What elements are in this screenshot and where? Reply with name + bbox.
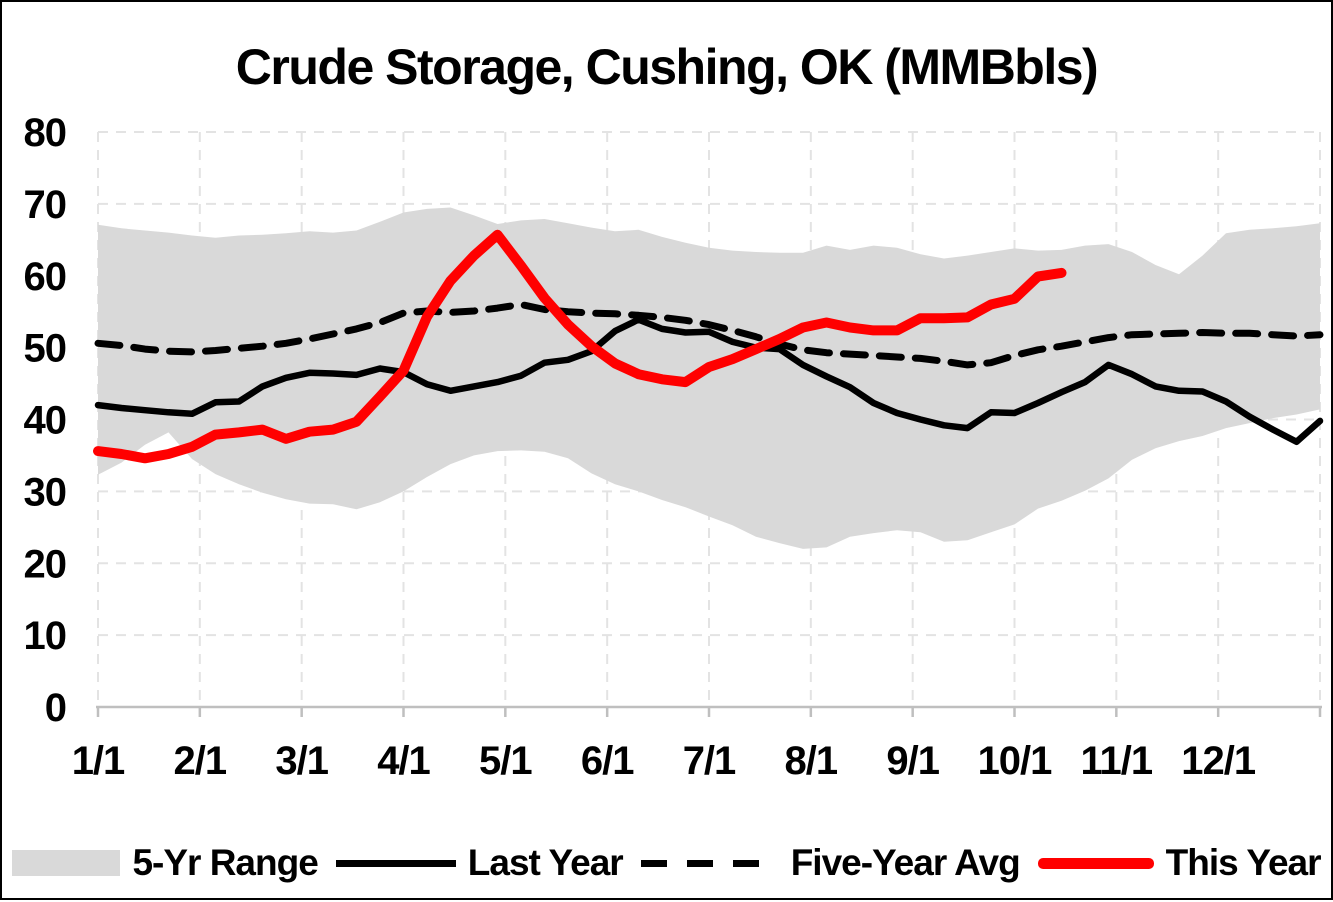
x-tick-label-6-1: 6/1	[581, 739, 634, 783]
chart-title: Crude Storage, Cushing, OK (MMBbls)	[235, 39, 1099, 95]
x-tick-label-11-1: 11/1	[1081, 739, 1153, 783]
solid-line-swatch-icon	[335, 859, 456, 867]
x-tick-label-7-1: 7/1	[683, 739, 736, 783]
legend-label-this-year: This Year	[1165, 842, 1322, 883]
last-year-line	[94, 316, 1324, 446]
y-tick-label-0: 0	[45, 686, 66, 730]
x-tick-label-2-1: 2/1	[174, 739, 227, 783]
legend-label-last-year: Last Year	[467, 842, 624, 883]
y-tick-label-40: 40	[24, 399, 67, 443]
legend-item-this-year: This Year	[1037, 842, 1322, 884]
x-tick-label-9-1: 9/1	[886, 739, 939, 783]
dashed-line-swatch-icon	[640, 859, 779, 867]
y-tick-label-50: 50	[24, 327, 67, 371]
this-year-line	[93, 229, 1067, 464]
x-tick-label-3-1: 3/1	[275, 739, 328, 783]
legend-label-five-year-avg: Five-Year Avg	[790, 842, 1021, 883]
legend-item-last-year: Last Year	[335, 842, 624, 884]
y-tick-label-80: 80	[24, 111, 67, 155]
red-line-swatch-icon	[1037, 857, 1154, 869]
x-tick-label-8-1: 8/1	[785, 739, 838, 783]
y-tick-label-60: 60	[24, 255, 67, 299]
legend-item-five-year-avg: Five-Year Avg	[640, 842, 1021, 884]
x-tick-label-12-1: 12/1	[1181, 739, 1256, 783]
x-tick-label-10-1: 10/1	[978, 739, 1053, 783]
y-tick-label-30: 30	[24, 470, 67, 514]
x-tick-label-5-1: 5/1	[479, 739, 532, 783]
legend-item-5yr-range: 5-Yr Range	[12, 842, 319, 884]
x-tick-label-4-1: 4/1	[377, 739, 430, 783]
y-tick-label-20: 20	[24, 542, 67, 586]
band-swatch-icon	[12, 850, 121, 876]
legend-label-5yr-range: 5-Yr Range	[132, 842, 318, 883]
y-tick-label-10: 10	[24, 614, 67, 658]
five-year-avg-line	[94, 301, 1324, 369]
x-tick-label-1-1: 1/1	[72, 739, 125, 783]
chart-legend: 5-Yr Range Last Year Five-Year Avg This …	[2, 842, 1331, 884]
y-tick-label-70: 70	[24, 183, 67, 227]
